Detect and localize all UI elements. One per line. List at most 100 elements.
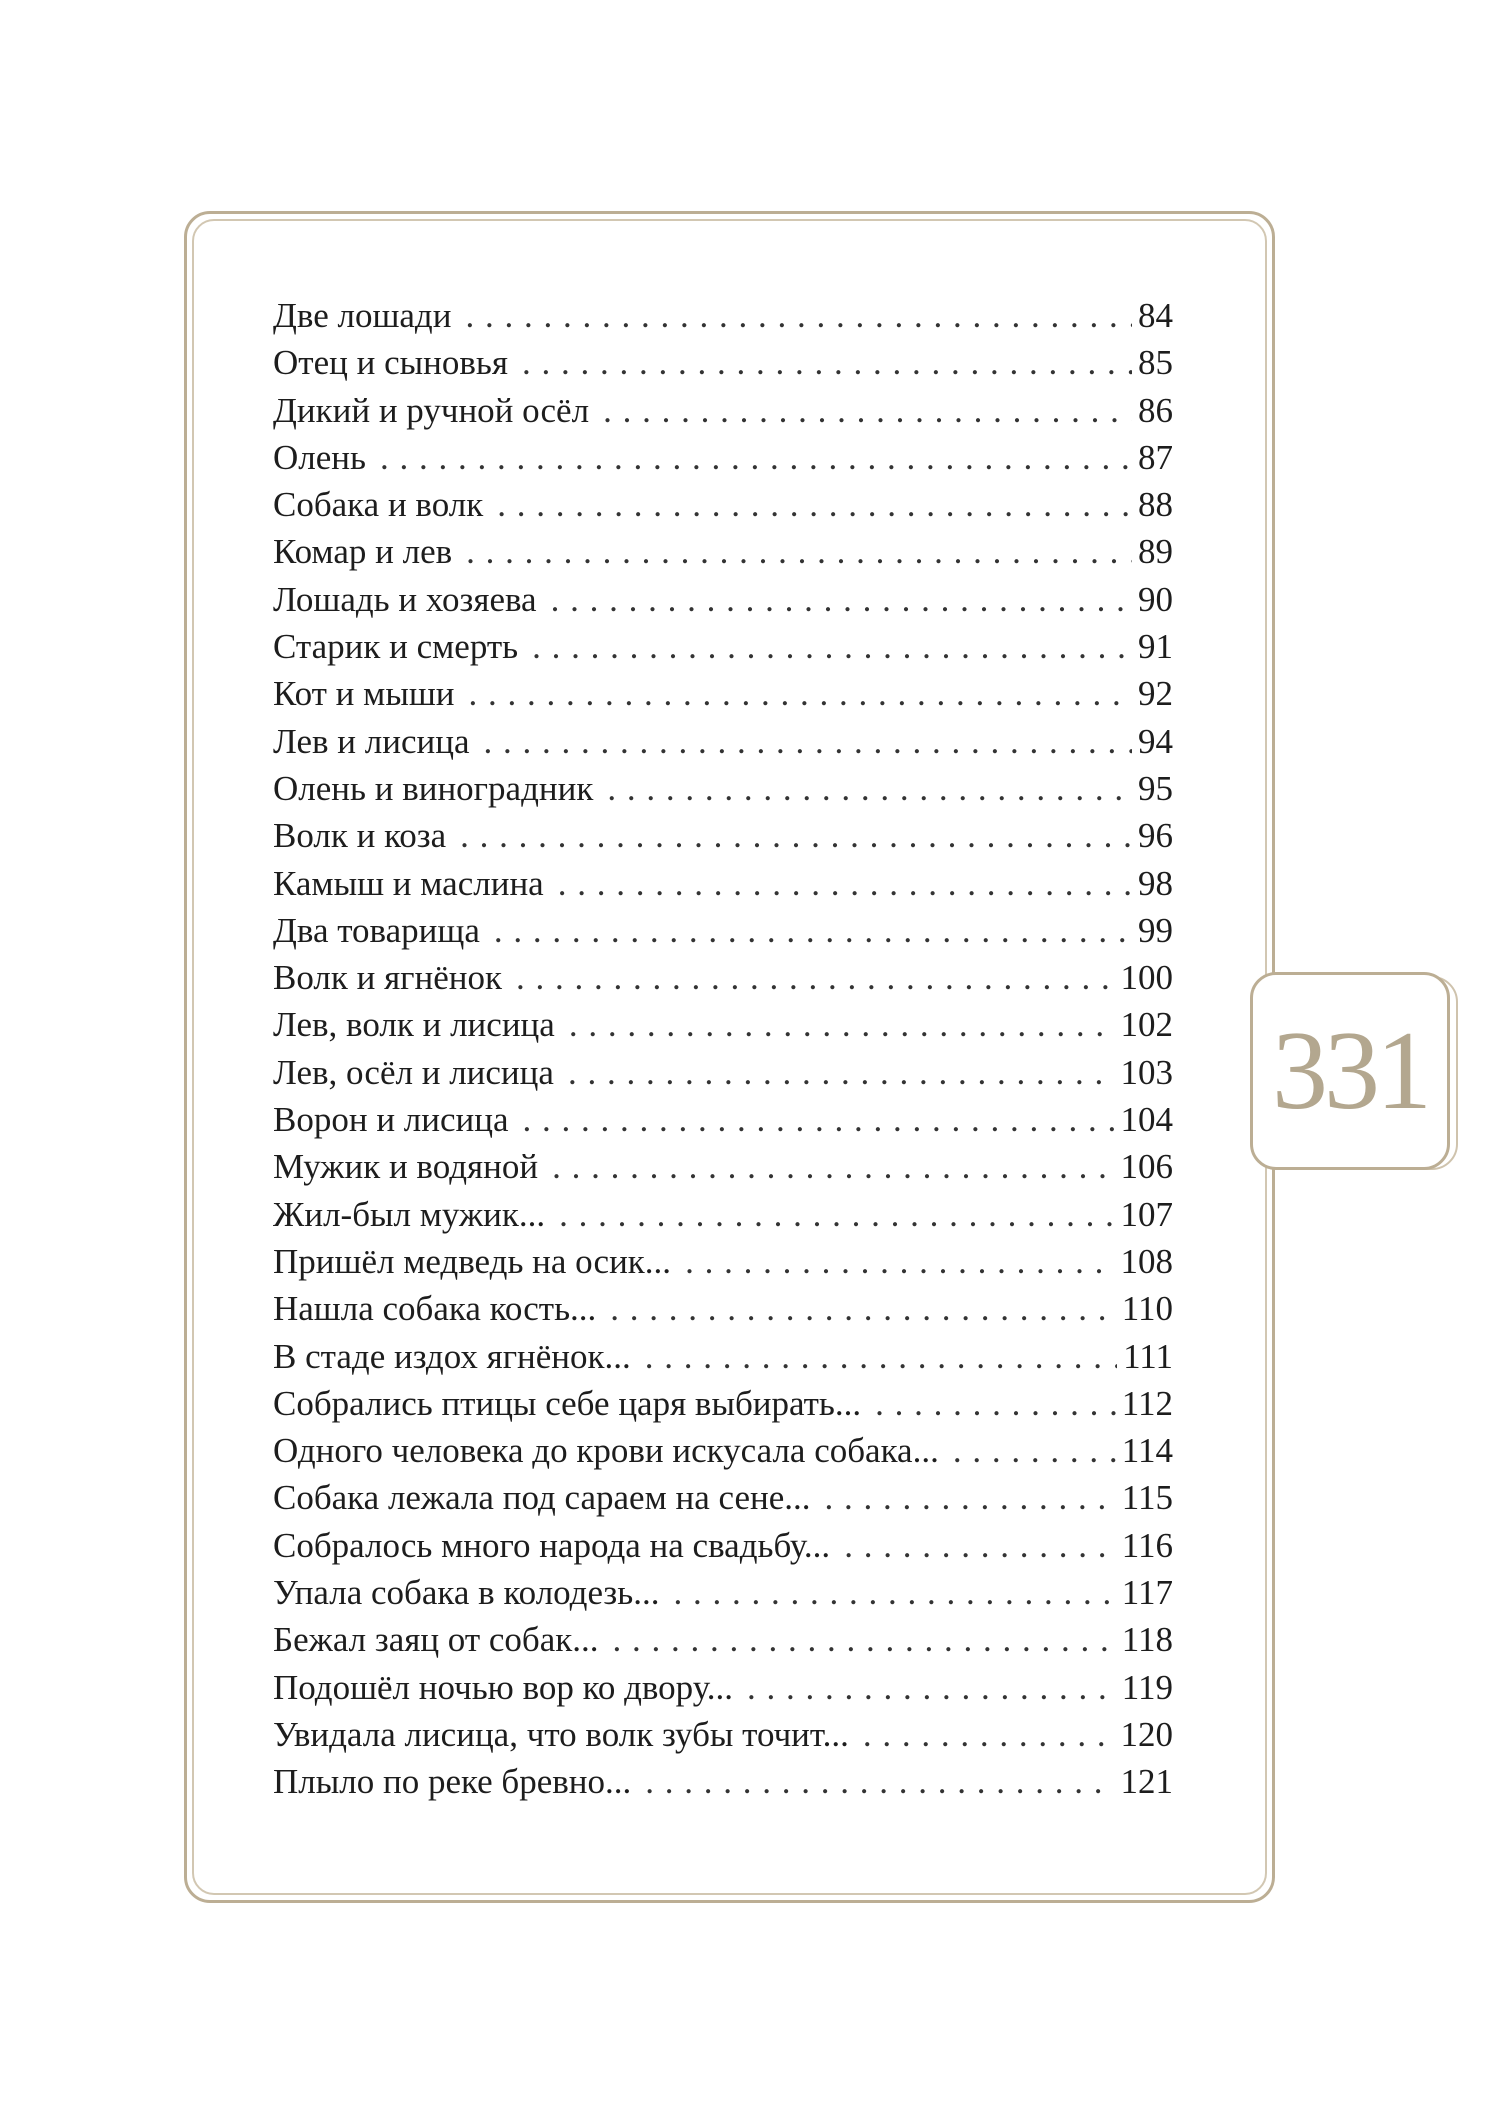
toc-entry-title: Лев, осёл и лисица (273, 1052, 554, 1092)
toc-entry-page: 87 (1138, 437, 1173, 477)
toc-entry[interactable]: Собрались птицы себе царя выбирать... 112 (273, 1384, 1173, 1431)
toc-entry-page: 100 (1120, 958, 1174, 998)
dot-leader (953, 1431, 1116, 1471)
toc-entry-title: Лев, волк и лисица (273, 1005, 555, 1045)
toc-entry-title: Жил-был мужик... (273, 1194, 546, 1234)
toc-entry[interactable]: Волк и ягнёнок 100 (273, 958, 1173, 1005)
table-of-contents: Две лошади 84 Отец и сыновья 85 Дикий и ручн… (273, 296, 1173, 1810)
toc-entry[interactable]: Лев и лисица 94 (273, 722, 1173, 769)
toc-entry[interactable]: Жил-был мужик... 107 (273, 1195, 1173, 1242)
toc-entry-title: Дикий и ручной осёл (273, 390, 590, 430)
dot-leader (522, 343, 1132, 383)
dot-leader (494, 911, 1132, 951)
toc-entry[interactable]: Увидала лисица, что волк зубы точит... 12… (273, 1715, 1173, 1762)
toc-entry[interactable]: Мужик и водяной 106 (273, 1147, 1173, 1194)
toc-entry-title: Одного человека до крови искусала собака… (273, 1431, 939, 1471)
toc-entry[interactable]: Пришёл медведь на осик... 108 (273, 1242, 1173, 1289)
toc-entry-page: 84 (1138, 296, 1173, 335)
dot-leader (466, 532, 1132, 572)
dot-leader (613, 1620, 1116, 1660)
toc-entry[interactable]: Подошёл ночью вор ко двору... 119 (273, 1668, 1173, 1715)
toc-entry-page: 91 (1138, 627, 1173, 667)
toc-entry[interactable]: В стаде издох ягнёнок... 111 (273, 1337, 1173, 1384)
toc-entry-page: 120 (1120, 1714, 1174, 1754)
toc-entry-title: Плыло по реке бревно... (273, 1762, 632, 1802)
toc-entry[interactable]: Олень 87 (273, 438, 1173, 485)
toc-entry-page: 88 (1138, 485, 1173, 525)
dot-leader (607, 769, 1132, 809)
toc-entry-title: Пришёл медведь на осик... (273, 1241, 672, 1281)
toc-entry-title: Упала собака в колодезь... (273, 1573, 660, 1613)
dot-leader (465, 296, 1132, 336)
dot-leader (484, 722, 1132, 762)
toc-entry[interactable]: Лев, осёл и лисица 103 (273, 1053, 1173, 1100)
toc-entry[interactable]: Камыш и маслина 98 (273, 864, 1173, 911)
toc-entry-title: Две лошади (273, 296, 452, 335)
toc-entry-page: 108 (1120, 1241, 1174, 1281)
dot-leader (516, 958, 1114, 998)
toc-entry-title: Собралось много народа на свадьбу... (273, 1525, 831, 1565)
toc-entry-page: 121 (1120, 1762, 1174, 1802)
toc-entry[interactable]: Две лошади 84 (273, 296, 1173, 343)
toc-entry[interactable]: Старик и смерть 91 (273, 627, 1173, 674)
toc-entry[interactable]: Плыло по реке бревно... 121 (273, 1762, 1173, 1809)
dot-leader (603, 391, 1132, 431)
dot-leader (844, 1526, 1116, 1566)
dot-leader (610, 1289, 1116, 1329)
dot-leader (558, 864, 1132, 904)
toc-entry[interactable]: Волк и коза 96 (273, 816, 1173, 863)
toc-entry-page: 111 (1123, 1336, 1173, 1376)
toc-entry[interactable]: Бежал заяц от собак... 118 (273, 1620, 1173, 1667)
toc-entry-title: Лошадь и хозяева (273, 579, 537, 619)
toc-entry[interactable]: Два товарища 99 (273, 911, 1173, 958)
page-number-tab: 331 (1250, 972, 1450, 1170)
toc-entry-page: 119 (1121, 1667, 1173, 1707)
toc-entry[interactable]: Упала собака в колодезь... 117 (273, 1573, 1173, 1620)
toc-entry[interactable]: Одного человека до крови искусала собака… (273, 1431, 1173, 1478)
toc-entry[interactable]: Собралось много народа на свадьбу... 116 (273, 1526, 1173, 1573)
toc-entry-page: 99 (1138, 910, 1173, 950)
dot-leader (645, 1337, 1117, 1377)
toc-entry-page: 104 (1120, 1100, 1174, 1140)
toc-entry[interactable]: Комар и лев 89 (273, 532, 1173, 579)
toc-entry-page: 106 (1120, 1147, 1174, 1187)
dot-leader (645, 1762, 1114, 1802)
toc-entry[interactable]: Кот и мыши 92 (273, 674, 1173, 721)
toc-entry[interactable]: Ворон и лисица 104 (273, 1100, 1173, 1147)
dot-leader (380, 438, 1132, 478)
toc-entry-page: 94 (1138, 721, 1173, 761)
dot-leader (568, 1053, 1115, 1093)
toc-entry-page: 112 (1121, 1383, 1173, 1423)
toc-entry-title: Мужик и водяной (273, 1147, 539, 1187)
toc-entry[interactable]: Дикий и ручной осёл 86 (273, 391, 1173, 438)
dot-leader (497, 485, 1132, 525)
toc-entry-title: Олень и виноградник (273, 768, 594, 808)
dot-leader (532, 627, 1132, 667)
toc-entry-title: Волк и коза (273, 816, 447, 856)
toc-entry-page: 116 (1121, 1525, 1173, 1565)
toc-entry-page: 110 (1121, 1289, 1173, 1329)
toc-entry-title: Нашла собака кость... (273, 1289, 597, 1329)
dot-leader (469, 674, 1132, 714)
toc-entry[interactable]: Собака и волк 88 (273, 485, 1173, 532)
toc-entry-page: 96 (1138, 816, 1173, 856)
toc-entry[interactable]: Нашла собака кость... 110 (273, 1289, 1173, 1336)
dot-leader (747, 1668, 1116, 1708)
toc-entry-title: Собака лежала под сараем на сене... (273, 1478, 811, 1518)
toc-entry[interactable]: Лев, волк и лисица 102 (273, 1005, 1173, 1052)
dot-leader (825, 1478, 1116, 1518)
toc-entry-title: Старик и смерть (273, 627, 519, 667)
toc-entry-page: 114 (1121, 1431, 1173, 1471)
toc-entry[interactable]: Отец и сыновья 85 (273, 343, 1173, 390)
toc-entry-page: 95 (1138, 768, 1173, 808)
toc-entry[interactable]: Собака лежала под сараем на сене... 115 (273, 1478, 1173, 1525)
toc-entry[interactable]: Лошадь и хозяева 90 (273, 580, 1173, 627)
toc-entry-title: Увидала лисица, что волк зубы точит... (273, 1714, 849, 1754)
toc-entry[interactable]: Олень и виноградник 95 (273, 769, 1173, 816)
toc-entry-page: 92 (1138, 674, 1173, 714)
toc-entry-title: Ворон и лисица (273, 1100, 509, 1140)
toc-entry-title: Подошёл ночью вор ко двору... (273, 1667, 733, 1707)
toc-entry-page: 103 (1120, 1052, 1174, 1092)
dot-leader (569, 1005, 1115, 1045)
toc-entry-title: Два товарища (273, 910, 480, 950)
